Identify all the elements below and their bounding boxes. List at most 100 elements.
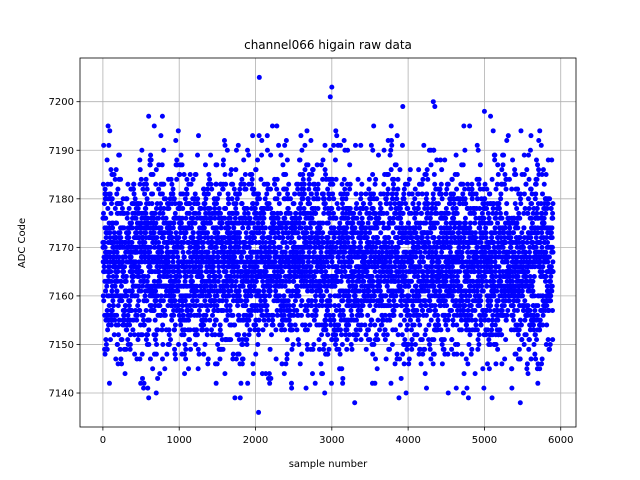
scatter-point [108,167,114,173]
scatter-point [299,298,305,304]
scatter-point [154,341,160,347]
scatter-point [230,181,236,187]
scatter-point [297,361,303,367]
scatter-point [116,152,122,158]
scatter-point [367,230,373,236]
scatter-point [143,181,149,187]
scatter-point [267,346,273,352]
scatter-point [261,317,267,323]
scatter-point [420,351,426,357]
scatter-point [319,303,325,309]
scatter-point [216,191,222,197]
scatter-point [398,283,404,289]
scatter-point [354,317,360,323]
scatter-point [115,303,121,309]
scatter-point [284,186,290,192]
scatter-point [452,225,458,231]
scatter-point [429,264,435,270]
scatter-point [243,303,249,309]
scatter-point [203,312,209,318]
scatter-point [325,220,331,226]
scatter-point [319,235,325,241]
scatter-point [344,230,350,236]
scatter-point [316,337,322,343]
scatter-point [311,249,317,255]
scatter-point [294,327,300,333]
scatter-point [367,303,373,309]
scatter-point [379,322,385,328]
scatter-point [283,225,289,231]
scatter-point [186,210,192,216]
scatter-point [134,312,140,318]
scatter-point [291,240,297,245]
scatter-point [422,346,428,352]
scatter-point [344,337,350,343]
scatter-point [251,186,257,192]
scatter-point [401,317,407,323]
scatter-point [213,380,219,386]
scatter-point [167,196,173,202]
scatter-point [117,346,123,352]
scatter-point [262,293,268,299]
scatter-point [116,254,122,260]
scatter-point [339,366,345,372]
scatter-point [125,337,131,343]
scatter-point [424,273,430,279]
scatter-point [220,186,226,192]
scatter-point [370,283,376,289]
scatter-point [180,303,186,309]
scatter-point [371,341,377,347]
scatter-point [309,371,315,377]
scatter-point [226,225,232,231]
scatter-point [312,181,318,187]
scatter-point [124,293,130,299]
scatter-point [369,317,375,323]
scatter-point [237,186,243,192]
scatter-point [152,210,158,216]
scatter-point [296,235,302,241]
scatter-point [363,230,369,236]
scatter-point [361,278,367,284]
scatter-point [272,181,278,187]
scatter-point [333,273,339,279]
scatter-point [196,351,202,357]
scatter-point [153,206,159,212]
scatter-point [399,142,405,148]
scatter-point [424,235,430,241]
scatter-point [298,201,304,207]
scatter-point [218,210,223,216]
scatter-point [460,162,466,168]
scatter-point [342,249,348,255]
scatter-point [325,351,331,357]
scatter-point [414,210,420,216]
scatter-point [155,327,161,333]
scatter-point [179,244,185,250]
scatter-point [337,220,343,226]
scatter-point [200,254,206,260]
scatter-point [227,215,233,221]
scatter-point [182,371,188,377]
scatter-point [209,235,215,241]
scatter-point [378,230,384,236]
scatter-point [397,167,403,173]
scatter-point [438,181,444,187]
scatter-point [432,303,438,309]
scatter-point [236,220,242,226]
scatter-point [345,240,351,245]
scatter-point [198,235,204,241]
scatter-point [307,240,313,245]
scatter-point [172,346,178,352]
scatter-point [361,201,367,207]
scatter-point [172,298,178,304]
scatter-point [467,220,473,226]
scatter-point [469,181,475,187]
scatter-point [304,327,310,333]
scatter-point [228,167,234,173]
scatter-point [477,293,483,299]
scatter-point [377,278,383,284]
scatter-point [136,273,142,279]
scatter-point [158,201,164,207]
scatter-point [114,341,120,347]
scatter-point [435,312,441,318]
scatter-point [183,230,189,236]
